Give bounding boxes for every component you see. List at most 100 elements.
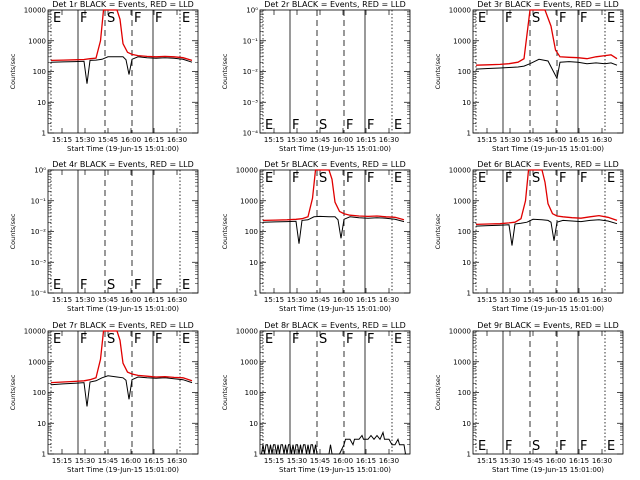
- y-tick-label: 10: [37, 99, 46, 107]
- series-events: [261, 430, 406, 455]
- marker-label: F: [367, 171, 374, 186]
- marker-label: F: [505, 171, 512, 186]
- marker-label: S: [532, 171, 540, 186]
- marker-label: E: [607, 171, 615, 186]
- series-events: [50, 375, 193, 407]
- marker-label: F: [134, 332, 141, 347]
- marker-label: E: [53, 332, 61, 347]
- y-axis-label: Counts/sec: [221, 53, 229, 89]
- series-events: [262, 215, 405, 244]
- y-tick-label: 10000: [449, 7, 471, 15]
- x-tick-label: 16:15: [569, 136, 589, 144]
- axes-frame: [259, 330, 411, 455]
- y-tick-label: 100: [33, 68, 46, 76]
- marker-label: F: [292, 171, 299, 186]
- y-tick-label: 10: [462, 259, 471, 267]
- y-axis-label: Counts/sec: [434, 53, 442, 89]
- x-tick-label: 15:45: [98, 136, 118, 144]
- marker-label: F: [155, 11, 162, 26]
- marker-label: F: [505, 11, 512, 26]
- panel-title: Det 7r BLACK = Events, RED = LLD: [52, 321, 194, 330]
- series-lld: [475, 9, 618, 66]
- x-tick-label: 16:30: [167, 296, 187, 304]
- y-tick-label: 1: [467, 290, 471, 298]
- x-axis-label: Start Time (19-Jun-15 15:01:00): [492, 145, 604, 153]
- x-tick-label: 15:15: [477, 457, 497, 465]
- marker-label: E: [265, 171, 273, 186]
- marker-label: F: [80, 11, 87, 26]
- x-tick-label: 15:15: [477, 296, 497, 304]
- y-tick-label: 10⁻³: [243, 99, 259, 107]
- y-tick-label: 10⁰: [246, 7, 258, 15]
- marker-label: S: [319, 171, 327, 186]
- marker-label: E: [478, 439, 486, 454]
- y-tick-label: 10000: [24, 328, 46, 336]
- x-tick-label: 15:45: [310, 136, 330, 144]
- y-tick-label: 1000: [28, 37, 46, 45]
- marker-label: S: [107, 11, 115, 26]
- x-tick-label: 16:00: [121, 136, 141, 144]
- marker-label: S: [319, 332, 327, 347]
- y-tick-label: 10: [249, 259, 258, 267]
- x-tick-label: 15:45: [523, 457, 543, 465]
- marker-label: S: [107, 332, 115, 347]
- x-tick-label: 16:30: [592, 457, 612, 465]
- marker-label: S: [107, 278, 115, 293]
- y-tick-label: 1: [42, 451, 46, 459]
- series-events: [50, 56, 193, 84]
- y-tick-label: 10000: [24, 7, 46, 15]
- y-tick-label: 10000: [449, 328, 471, 336]
- x-tick-label: 15:30: [500, 457, 520, 465]
- x-tick-label: 16:30: [379, 457, 399, 465]
- y-tick-label: 100: [458, 389, 471, 397]
- marker-label: F: [580, 171, 587, 186]
- series-events: [475, 58, 618, 80]
- marker-label: F: [134, 278, 141, 293]
- series-lld: [475, 169, 618, 226]
- y-tick-label: 1000: [453, 37, 471, 45]
- x-tick-label: 15:15: [264, 296, 284, 304]
- y-tick-label: 10: [462, 99, 471, 107]
- y-tick-label: 10: [37, 420, 46, 428]
- marker-label: E: [478, 11, 486, 26]
- marker-label: E: [182, 332, 190, 347]
- y-tick-label: 100: [33, 389, 46, 397]
- axes-frame: [259, 9, 411, 134]
- y-tick-label: 1000: [240, 197, 258, 205]
- y-axis-label: Counts/sec: [9, 53, 17, 89]
- y-tick-label: 1000: [453, 358, 471, 366]
- panel-title: Det 1r BLACK = Events, RED = LLD: [52, 0, 194, 9]
- x-tick-label: 15:30: [500, 136, 520, 144]
- panel-title: Det 6r BLACK = Events, RED = LLD: [477, 160, 619, 169]
- x-tick-label: 16:00: [121, 296, 141, 304]
- marker-label: E: [53, 278, 61, 293]
- marker-label: E: [53, 11, 61, 26]
- y-axis-label: Counts/sec: [221, 374, 229, 410]
- marker-label: E: [394, 118, 402, 133]
- x-tick-label: 15:15: [52, 296, 72, 304]
- x-tick-label: 16:15: [356, 296, 376, 304]
- x-tick-label: 16:15: [569, 296, 589, 304]
- panel-title: Det 5r BLACK = Events, RED = LLD: [264, 160, 406, 169]
- marker-label: F: [134, 11, 141, 26]
- x-axis-label: Start Time (19-Jun-15 15:01:00): [492, 466, 604, 474]
- x-tick-label: 16:15: [356, 136, 376, 144]
- axes-frame: [47, 169, 199, 294]
- y-tick-label: 1000: [453, 197, 471, 205]
- x-tick-label: 15:45: [98, 457, 118, 465]
- x-tick-label: 15:45: [98, 296, 118, 304]
- y-tick-label: 1: [467, 130, 471, 138]
- marker-label: S: [319, 118, 327, 133]
- y-tick-label: 1: [254, 451, 258, 459]
- panel-det-7: Det 7r BLACK = Events, RED = LLD 1 10 100 10…: [9, 321, 199, 474]
- panel-title: Det 8r BLACK = Events, RED = LLD: [264, 321, 406, 330]
- series-lld: [262, 169, 405, 222]
- axes-frame: [47, 330, 199, 455]
- y-tick-label: 10000: [236, 328, 258, 336]
- x-tick-label: 15:30: [287, 296, 307, 304]
- marker-label: F: [292, 118, 299, 133]
- x-tick-label: 15:15: [264, 457, 284, 465]
- marker-label: F: [505, 439, 512, 454]
- x-axis-label: Start Time (19-Jun-15 15:01:00): [67, 466, 179, 474]
